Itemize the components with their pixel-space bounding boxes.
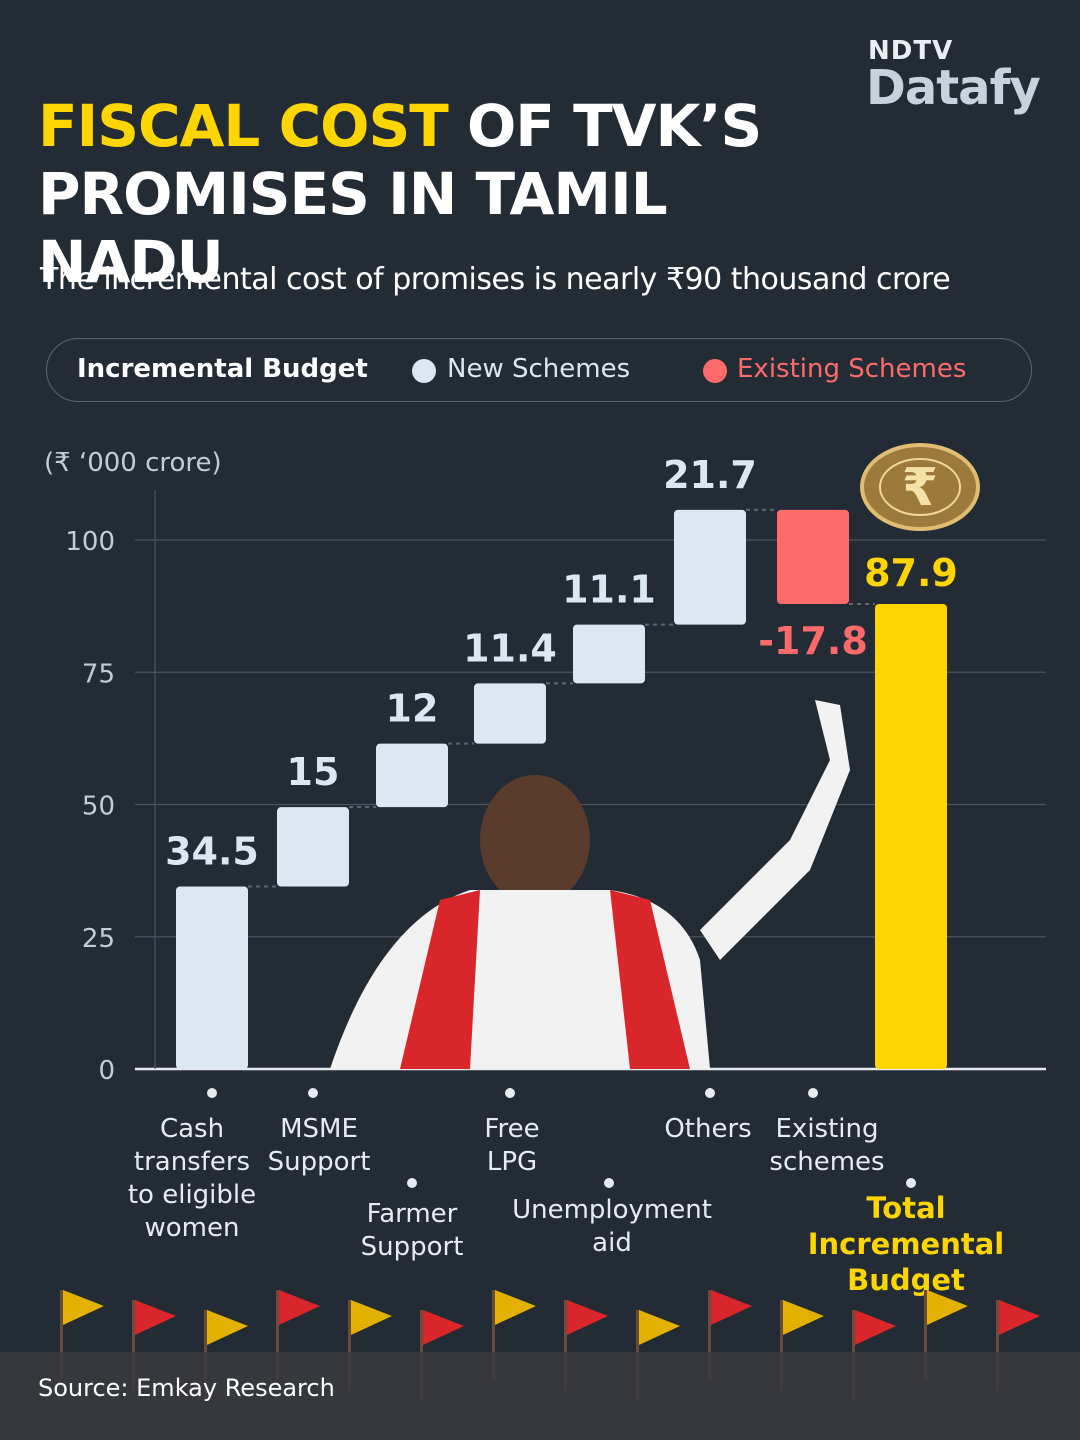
category-label: Farmer xyxy=(367,1199,458,1229)
flag-decoration xyxy=(927,1290,968,1325)
category-label: MSME xyxy=(280,1114,358,1144)
flag-pole xyxy=(996,1300,999,1390)
logo-ndtv: NDTV xyxy=(868,36,954,66)
category-dot xyxy=(207,1088,217,1098)
flag-pole xyxy=(132,1300,135,1390)
flag-decoration xyxy=(855,1310,896,1345)
category-label: Support xyxy=(268,1147,371,1177)
category-label: Budget xyxy=(847,1263,965,1297)
category-label: Existing xyxy=(776,1114,879,1144)
category-dot xyxy=(505,1088,515,1098)
data-label: -17.8 xyxy=(758,619,868,663)
flag-decoration xyxy=(423,1310,464,1345)
flag-decoration xyxy=(135,1300,176,1335)
legend-title: Incremental Budget xyxy=(77,354,368,384)
category-label: to eligible xyxy=(128,1180,256,1210)
flag-pole xyxy=(924,1290,927,1380)
crowd-decoration xyxy=(0,1352,1080,1440)
data-label: 12 xyxy=(386,687,439,731)
flag-decoration xyxy=(567,1300,608,1335)
flag-pole xyxy=(708,1290,711,1380)
category-label: aid xyxy=(592,1228,632,1258)
source-note: Source: Emkay Research xyxy=(38,1374,335,1402)
bar-0 xyxy=(176,886,248,1069)
category-label: Incremental xyxy=(808,1227,1005,1261)
category-label: Total xyxy=(866,1191,945,1225)
flag-pole xyxy=(780,1300,783,1390)
category-label: Cash xyxy=(160,1114,224,1144)
flag-decoration xyxy=(639,1310,680,1345)
flag-pole xyxy=(276,1290,279,1380)
bar-1 xyxy=(277,807,349,887)
y-tick-label: 100 xyxy=(65,527,115,557)
category-label: LPG xyxy=(487,1147,537,1177)
data-label: 21.7 xyxy=(663,453,757,497)
y-axis-unit: (₹ ‘000 crore) xyxy=(44,448,222,478)
flag-pole xyxy=(564,1300,567,1390)
category-label: Unemployment xyxy=(512,1195,712,1225)
flag-pole xyxy=(492,1290,495,1380)
rupee-coin-ring xyxy=(879,458,961,516)
y-tick-label: 0 xyxy=(98,1056,115,1086)
data-label: 87.9 xyxy=(864,551,958,595)
y-tick-label: 25 xyxy=(82,924,115,954)
title-line2: PROMISES IN TAMIL NADU xyxy=(38,160,668,296)
bar-6 xyxy=(777,509,849,605)
flag-decoration xyxy=(63,1290,104,1325)
category-dot xyxy=(308,1088,318,1098)
flag-decoration xyxy=(783,1300,824,1335)
category-label: transfers xyxy=(134,1147,250,1177)
category-dot xyxy=(705,1088,715,1098)
category-dot xyxy=(906,1178,916,1188)
flag-decoration xyxy=(279,1290,320,1325)
category-dot xyxy=(407,1178,417,1188)
bar-2 xyxy=(376,743,448,808)
rupee-coin-icon xyxy=(860,443,980,531)
bar-5 xyxy=(674,509,746,625)
category-dot xyxy=(808,1088,818,1098)
flag-decoration xyxy=(999,1300,1040,1335)
category-label: Support xyxy=(361,1232,464,1262)
legend-existing-label: Existing Schemes xyxy=(737,354,967,384)
data-label: 11.4 xyxy=(463,626,557,670)
bar-4 xyxy=(573,624,645,684)
title-highlight: FISCAL COST xyxy=(38,92,449,160)
category-label: Free xyxy=(484,1114,539,1144)
flag-decoration xyxy=(495,1290,536,1325)
legend-new-label: New Schemes xyxy=(447,354,631,384)
bar-3 xyxy=(474,683,546,744)
category-label: women xyxy=(145,1213,240,1243)
legend-existing-dot xyxy=(703,359,727,383)
flag-decoration xyxy=(207,1310,248,1345)
flag-decoration xyxy=(351,1300,392,1335)
flag-pole xyxy=(60,1290,63,1380)
data-label: 11.1 xyxy=(562,568,656,612)
subtitle: The incremental cost of promises is near… xyxy=(40,262,951,297)
rupee-symbol: ₹ xyxy=(902,458,938,518)
logo-datafy: Datafy xyxy=(866,60,1041,116)
category-label: Others xyxy=(664,1114,751,1144)
data-label: 34.5 xyxy=(165,829,259,873)
ndtv-datafy-logo: NDTV Datafy xyxy=(858,36,1058,126)
category-label: schemes xyxy=(769,1147,884,1177)
flag-pole xyxy=(348,1300,351,1390)
bar-7 xyxy=(875,604,947,1069)
data-label: 15 xyxy=(287,750,340,794)
figure-head xyxy=(480,775,590,905)
y-tick-label: 50 xyxy=(82,792,115,822)
category-dot xyxy=(604,1178,614,1188)
y-tick-label: 75 xyxy=(82,659,115,689)
page-title: FISCAL COST OF TVK’S PROMISES IN TAMIL N… xyxy=(38,92,858,296)
title-rest: OF TVK’S xyxy=(447,92,762,160)
legend: Incremental Budget New Schemes Existing … xyxy=(46,338,1032,402)
legend-new-dot xyxy=(412,359,436,383)
figure-arm xyxy=(700,700,850,960)
figure-scarf xyxy=(400,890,690,1069)
flag-decoration xyxy=(711,1290,752,1325)
